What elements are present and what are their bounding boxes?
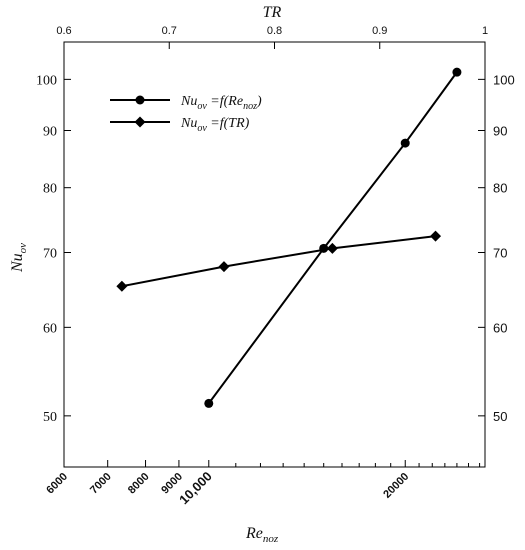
legend-label-part: ov [197,101,207,112]
x-top-tick-label: 0.7 [162,25,177,37]
plot-frame [63,41,486,468]
data-point-diamond [430,230,442,242]
y-left-tick-label: 50 [43,410,57,425]
legend-label-part: ) [256,94,262,109]
data-point-circle [204,398,214,408]
y-right-tick-label: 80 [493,181,507,196]
x-bottom-axis-title-main: Re [245,525,263,542]
y-left-tick-label: 80 [43,182,57,197]
x-bottom-tick-label: 10,000 [176,469,215,508]
x-top-axis-title: TR [263,4,282,21]
legend-label-part: ov [197,123,207,134]
y-right-tick-label: 60 [493,320,507,335]
data-point-diamond [116,280,128,292]
x-top-tick-label: 0.9 [372,25,387,37]
y-left-tick-label: 60 [43,321,57,336]
y-left-tick-label: 70 [43,247,57,262]
data-point-circle [452,67,462,77]
series-line-nu-vs-tr [121,235,436,288]
legend-marker-circle [135,95,145,105]
x-bottom-tick-label: 6000 [44,471,70,497]
legend-label-part: Nu [180,116,197,131]
legend-label: Nuov =f(Renoz) [180,94,262,112]
legend-label-part: =f(Re [207,94,243,109]
x-bottom-axis-title: Renoz [245,525,279,545]
x-top-tick-label: 0.8 [267,25,282,37]
x-bottom-tick-label: 8000 [126,471,152,497]
y-left-tick-label: 100 [36,73,57,88]
y-right-tick-label: 90 [493,124,507,139]
y-left-axis-title-main: Nu [9,253,26,273]
legend-label-part: =f(TR) [207,116,250,131]
series-layer [116,67,462,408]
data-point-diamond [326,242,338,254]
y-left-tick-label: 90 [43,125,57,140]
legend: Nuov =f(Renoz)Nuov =f(TR) [110,94,262,134]
y-right-tick-label: 100 [493,72,515,87]
legend-label-part: Nu [180,94,197,109]
y-left-axis-title-sub: ov [17,243,29,254]
x-top-tick-label: 0.6 [56,25,71,37]
x-bottom-axis-title-sub: noz [263,533,279,545]
x-bottom-tick-label: 7000 [88,471,114,497]
data-point-circle [400,138,410,148]
series-line-nu-vs-re [207,71,458,404]
data-point-diamond [218,261,230,273]
y-left-axis-title: Nuov [9,243,29,273]
legend-label: Nuov =f(TR) [180,116,250,134]
legend-marker-diamond [134,116,146,128]
x-top-tick-label: 1 [482,25,488,37]
legend-label-part: noz [243,101,257,112]
x-bottom-tick-label: 20000 [381,471,411,501]
y-right-tick-label: 70 [493,246,507,261]
y-right-tick-label: 50 [493,409,507,424]
